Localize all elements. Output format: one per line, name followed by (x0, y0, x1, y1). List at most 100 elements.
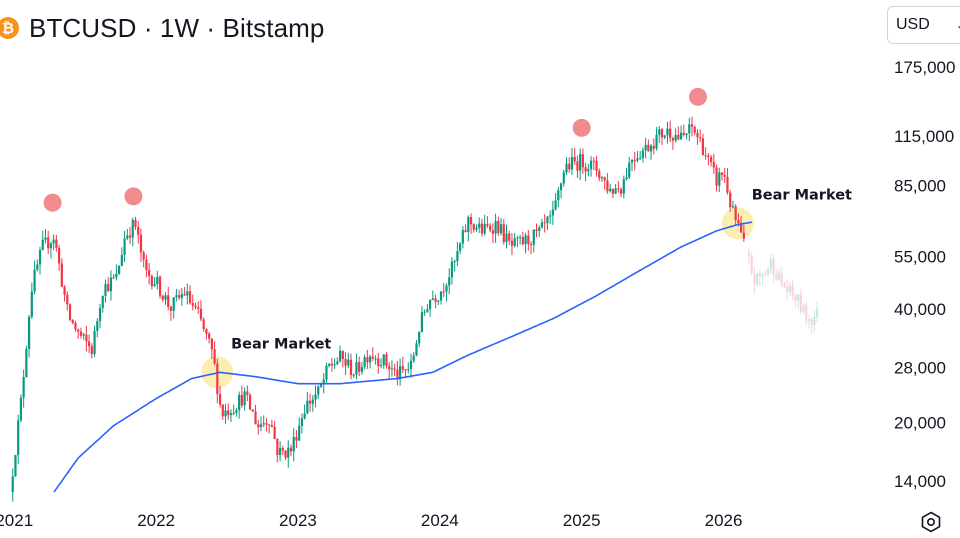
candle-214 (595, 156, 598, 177)
candle-body (139, 234, 143, 253)
candle-body (671, 138, 675, 141)
projected-candle-7 (766, 267, 770, 277)
candle-188 (524, 232, 527, 254)
candle-body (802, 304, 805, 313)
candle-body (366, 357, 369, 363)
candle-body (489, 225, 492, 231)
candle-body (737, 220, 740, 224)
candle-body (439, 291, 443, 301)
candle-body (341, 350, 344, 359)
candle-body (524, 235, 527, 245)
candle-body (287, 447, 290, 458)
candle-body (118, 265, 121, 274)
candle-107 (303, 404, 306, 420)
candle-body (104, 283, 107, 296)
candle-183 (510, 233, 514, 256)
candle-164 (459, 241, 462, 255)
candle-206 (573, 147, 576, 165)
candle-185 (516, 235, 519, 248)
candle-body (429, 300, 432, 310)
candle-body (772, 259, 775, 275)
candle-100 (284, 450, 287, 461)
candle-body (137, 227, 140, 235)
candle-body (98, 308, 102, 322)
candle-body (208, 333, 211, 339)
candle-117 (330, 357, 334, 372)
candle-122 (344, 352, 347, 375)
candle-body (374, 358, 377, 360)
candle-body (161, 295, 164, 300)
candle-56 (164, 292, 167, 305)
candle-body (502, 224, 505, 243)
candle-211 (587, 164, 590, 177)
candle-219 (609, 183, 612, 193)
candle-body (609, 188, 612, 192)
currency-selector[interactable]: USD ⌄ (887, 6, 960, 44)
candle-28 (88, 334, 91, 354)
candle-body (630, 160, 634, 163)
candle-115 (325, 362, 328, 383)
candle-200 (557, 187, 560, 207)
candle-body (265, 423, 268, 425)
candle-172 (480, 218, 484, 237)
candle-186 (519, 234, 522, 245)
candle-65 (188, 285, 192, 305)
candle-104 (295, 430, 298, 448)
candle-body (188, 291, 192, 304)
candle-68 (197, 301, 200, 314)
candle-151 (423, 309, 426, 316)
candle-75 (216, 358, 219, 404)
candle-body (41, 239, 44, 251)
candle-154 (431, 290, 434, 301)
candle-17 (58, 244, 61, 271)
x-tick-label: 2021 (0, 511, 33, 530)
candle-92 (262, 415, 265, 428)
candle-body (281, 448, 284, 451)
candle-body (254, 411, 257, 425)
candle-body (519, 237, 522, 239)
candle-body (516, 237, 519, 239)
x-tick-label: 2025 (563, 511, 601, 530)
candle-body (791, 285, 794, 296)
candle-body (499, 224, 503, 234)
candle-255 (707, 152, 710, 166)
candle-84 (240, 385, 243, 408)
projected-candle-6 (764, 269, 767, 276)
projected-candle-25 (816, 301, 819, 323)
candle-43 (128, 227, 132, 245)
candle-body (723, 174, 726, 177)
candle-95 (270, 419, 273, 428)
projected-candle-19 (799, 288, 802, 315)
candle-body (88, 341, 91, 347)
candle-162 (453, 259, 456, 272)
settings-icon[interactable] (919, 510, 943, 534)
candle-208 (579, 148, 582, 181)
candle-body (246, 391, 249, 395)
candle-99 (281, 446, 284, 455)
candle-body (775, 274, 778, 280)
candle-30 (93, 325, 96, 357)
candle-body (726, 176, 729, 193)
candle-body (77, 329, 80, 332)
candle-69 (199, 300, 203, 322)
candle-body (268, 424, 271, 426)
candle-199 (554, 193, 557, 211)
candle-74 (213, 341, 216, 366)
projected-candle-11 (777, 268, 781, 281)
candle-body (156, 276, 159, 285)
candle-201 (559, 182, 563, 199)
candle-body (731, 206, 735, 208)
candle-body (107, 283, 110, 292)
candle-155 (434, 294, 437, 309)
candle-body (693, 126, 696, 133)
candle-body (199, 308, 203, 320)
candle-body (418, 331, 421, 344)
candle-167 (467, 215, 470, 242)
candle-79 (227, 403, 230, 420)
candle-body (448, 277, 451, 286)
candle-63 (183, 287, 186, 296)
candle-body (74, 322, 77, 330)
candle-body (194, 305, 197, 308)
candle-226 (628, 157, 631, 180)
